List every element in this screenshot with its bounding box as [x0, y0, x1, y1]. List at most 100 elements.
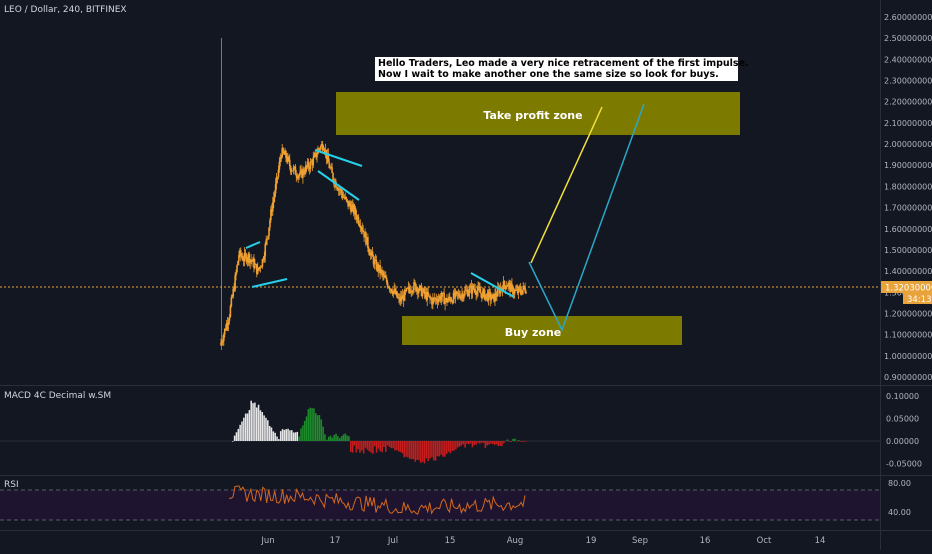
candle-body [443, 293, 445, 305]
candle-body [336, 188, 339, 191]
candle-body [282, 148, 284, 153]
macd-tick-label: 0.10000 [886, 392, 919, 401]
symbol-header[interactable]: LEO / Dollar, 240, BITFINEX [4, 5, 127, 15]
candle-body [509, 283, 511, 292]
macd-bar [287, 428, 289, 441]
yellow-projection-path[interactable] [530, 106, 603, 264]
macd-bar [326, 439, 328, 441]
candle-body [448, 296, 450, 301]
candle-body [287, 156, 290, 160]
blue-projection-path[interactable] [528, 103, 645, 332]
macd-bar [403, 441, 406, 458]
macd-bar [268, 425, 271, 441]
candle-body [318, 148, 320, 150]
candle-body [250, 259, 252, 261]
candle-body [331, 167, 333, 174]
rsi-band [0, 490, 880, 520]
candle-body [313, 155, 316, 158]
take-profit-zone[interactable] [336, 92, 740, 135]
candle-body [364, 232, 366, 238]
macd-bar [432, 441, 435, 461]
candle-body [381, 270, 383, 273]
candle-body [242, 260, 245, 262]
candle-body [384, 277, 387, 279]
candle-body [445, 298, 447, 301]
candle-body [494, 293, 496, 302]
rsi-axis-ticks: 80.00 40.00 [888, 479, 911, 517]
macd-bar [296, 431, 299, 441]
candle-body [488, 291, 491, 293]
macd-bar [447, 441, 450, 452]
trendline-flag-1-top[interactable] [245, 241, 261, 249]
candle-body [342, 196, 345, 198]
candle-body [382, 272, 384, 276]
macd-bar [375, 441, 378, 453]
candle-body [459, 296, 461, 299]
candle-body [268, 227, 270, 236]
annotation-line-1: Hello Traders, Leo made a very nice retr… [378, 58, 749, 69]
candle-body [429, 295, 431, 299]
candle-body [525, 291, 527, 294]
candle-body [350, 205, 352, 212]
candle-body [465, 290, 467, 292]
rsi-tick-label: 80.00 [888, 479, 911, 488]
macd-bar [381, 441, 383, 453]
candle-body [485, 293, 488, 296]
candle-body [520, 292, 523, 295]
candle-body [387, 287, 390, 288]
macd-bar [396, 441, 398, 451]
macd-bar [385, 441, 387, 452]
macd-bar [248, 410, 251, 441]
macd-bar [283, 429, 286, 441]
macd-bar [521, 441, 524, 442]
trendline-flag-1-bottom[interactable] [251, 278, 288, 288]
candle-body [355, 215, 358, 220]
candle-body [235, 272, 237, 276]
candle-body [484, 295, 487, 300]
trendline-flag-3-top[interactable] [470, 272, 515, 298]
trendline-flag-2-top[interactable] [314, 149, 363, 167]
macd-bar [418, 441, 420, 461]
candle-body [265, 239, 267, 245]
candle-body [299, 171, 301, 176]
macd-bar [361, 441, 363, 451]
candle-body [481, 291, 484, 299]
candle-body [441, 292, 444, 297]
price-tick-label: 2.10000000 [884, 119, 932, 128]
trendline-flag-2-bottom[interactable] [317, 170, 360, 201]
analysis-annotation[interactable]: Hello Traders, Leo made a very nice retr… [375, 57, 749, 81]
price-tick-label: 2.40000000 [884, 55, 932, 64]
macd-bar [466, 441, 468, 444]
macd-bar [506, 439, 509, 441]
rsi-title[interactable]: RSI [4, 480, 19, 490]
macd-bar [298, 436, 300, 441]
candle-body [507, 283, 509, 286]
candle-body [453, 292, 456, 298]
macd-bar [514, 438, 516, 441]
candle-body [246, 259, 249, 263]
macd-bar [257, 404, 260, 441]
candle-body [477, 286, 479, 291]
candle-body [352, 204, 354, 206]
candle-body [357, 216, 360, 224]
candle-body [228, 316, 231, 321]
candle-body [319, 148, 321, 150]
macd-bar [388, 441, 391, 447]
candle-body [296, 176, 299, 179]
candle-body [432, 297, 435, 299]
macd-bar [460, 441, 463, 446]
buy-zone[interactable] [402, 316, 682, 345]
macd-bar [425, 441, 428, 459]
macd-bar [473, 441, 476, 445]
candle-body [503, 281, 506, 286]
macd-title[interactable]: MACD 4C Decimal w.SM [4, 391, 112, 401]
macd-bar [370, 441, 372, 453]
candle-body [256, 267, 259, 274]
candle-body [259, 267, 262, 268]
candle-body [481, 293, 483, 299]
candle-body [297, 175, 300, 179]
macd-bar [309, 407, 311, 441]
macd-bar [364, 441, 367, 448]
macd-bar [342, 434, 345, 441]
candle-body [424, 292, 427, 294]
